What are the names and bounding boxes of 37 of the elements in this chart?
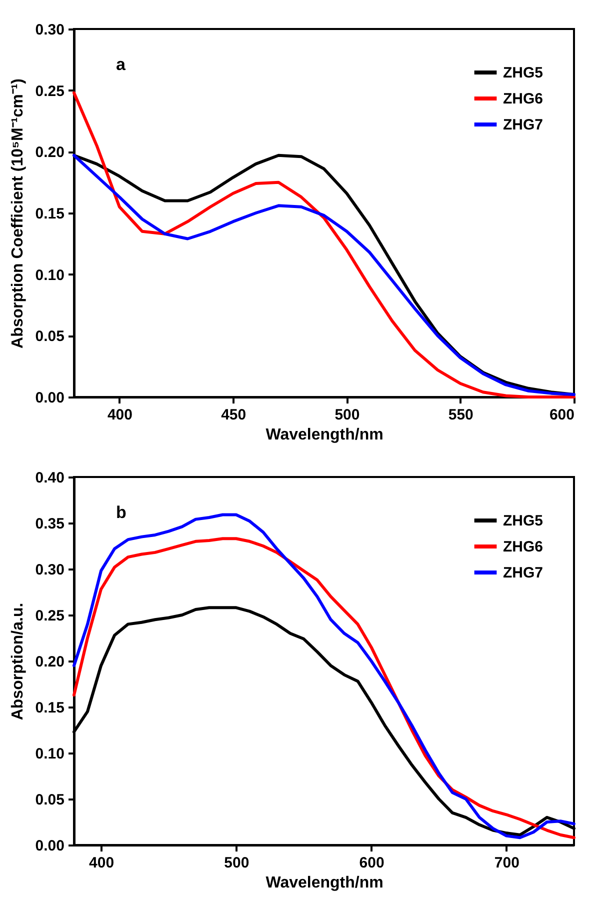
x-tick-label: 400 xyxy=(89,854,114,872)
legend-label: ZHG7 xyxy=(503,116,544,134)
x-tick-label: 400 xyxy=(107,406,132,424)
y-tick-label: 0.30 xyxy=(35,22,64,38)
x-tick-label: 550 xyxy=(448,406,474,424)
annotation: a xyxy=(116,55,126,74)
y-tick-label: 0.15 xyxy=(35,206,64,222)
legend-label: ZHG7 xyxy=(503,564,544,582)
y-tick-label: 0.05 xyxy=(35,328,64,346)
x-tick-label: 600 xyxy=(359,854,384,872)
x-axis-title: Wavelength/nm xyxy=(266,874,384,892)
y-tick-label: 0.20 xyxy=(35,654,64,670)
y-tick-label: 0.10 xyxy=(35,746,64,762)
x-tick-label: 500 xyxy=(334,406,360,424)
y-tick-label: 0.25 xyxy=(35,608,64,624)
annotation: b xyxy=(116,503,126,522)
legend-label: ZHG5 xyxy=(503,512,544,530)
y-tick-label: 0.00 xyxy=(35,390,64,406)
x-tick-label: 450 xyxy=(221,406,246,424)
y-axis-title: Absorption Coefficient (10⁵M⁻¹cm⁻¹) xyxy=(9,78,26,348)
x-tick-label: 600 xyxy=(549,406,574,424)
y-tick-label: 0.30 xyxy=(35,562,64,578)
legend-label: ZHG6 xyxy=(503,90,544,108)
x-tick-label: 500 xyxy=(224,854,250,872)
y-tick-label: 0.00 xyxy=(35,838,64,854)
y-tick-label: 0.05 xyxy=(35,792,64,808)
y-tick-label: 0.15 xyxy=(35,700,64,716)
y-axis-title: Absorption/a.u. xyxy=(9,602,26,720)
y-tick-label: 0.25 xyxy=(35,82,64,100)
y-tick-label: 0.40 xyxy=(35,470,64,486)
x-tick-label: 700 xyxy=(494,854,520,872)
y-tick-label: 0.20 xyxy=(35,144,64,162)
y-tick-label: 0.10 xyxy=(35,266,64,284)
x-axis-title: Wavelength/nm xyxy=(266,426,384,444)
legend-label: ZHG6 xyxy=(503,538,544,556)
y-tick-label: 0.35 xyxy=(35,516,64,532)
legend-label: ZHG5 xyxy=(503,64,544,82)
